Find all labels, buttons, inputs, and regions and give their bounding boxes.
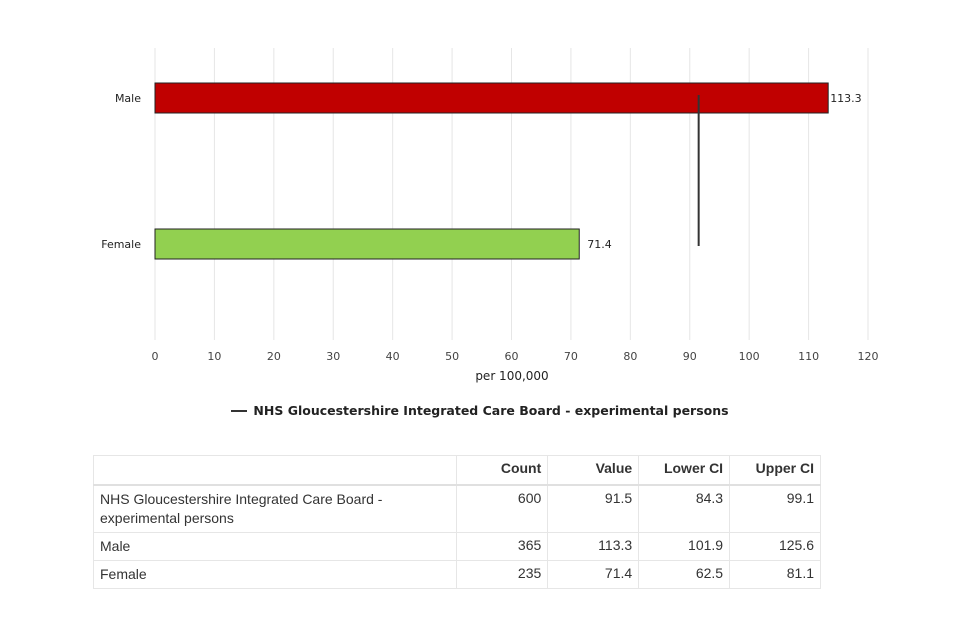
x-tick-label: 60 [505,350,519,363]
bar-male[interactable] [154,82,829,114]
row-upper-ci: 99.1 [729,484,821,533]
x-tick-label: 10 [207,350,221,363]
row-upper-ci: 81.1 [729,560,821,589]
x-tick-label: 80 [623,350,637,363]
row-count: 600 [456,484,549,533]
row-count: 235 [456,560,549,589]
x-tick-label: 100 [739,350,760,363]
bars: 113.3 71.4 [154,82,862,260]
x-tick-label: 70 [564,350,578,363]
row-name: Male [92,532,458,561]
row-lower-ci: 101.9 [638,532,731,561]
x-tick-label: 40 [386,350,400,363]
row-value: 113.3 [547,532,640,561]
row-value: 91.5 [547,484,640,533]
row-lower-ci: 62.5 [638,560,731,589]
x-tick-label: 30 [326,350,340,363]
data-label: 71.4 [587,238,612,251]
x-tick-label: 50 [445,350,459,363]
x-tick-label: 90 [683,350,697,363]
row-count: 365 [456,532,549,561]
row-lower-ci: 84.3 [638,484,731,533]
header-area [92,455,458,486]
x-axis-label: per 100,000 [475,369,548,383]
x-tick-label: 120 [858,350,879,363]
legend-label: NHS Gloucestershire Integrated Care Boar… [253,403,729,418]
legend[interactable]: NHS Gloucestershire Integrated Care Boar… [0,403,960,418]
x-tick-label: 110 [798,350,819,363]
category-labels: Male Female [101,92,141,251]
x-tick-label: 0 [152,350,159,363]
table-header-row: Count Value Lower CI Upper CI [92,455,821,486]
row-value: 71.4 [547,560,640,589]
category-label: Female [101,238,141,251]
table-row: NHS Gloucestershire Integrated Care Boar… [92,484,821,533]
row-upper-ci: 125.6 [729,532,821,561]
bar-female[interactable] [154,228,580,260]
legend-line-swatch [231,409,248,412]
x-tick-labels: 0 10 20 30 40 50 60 70 80 90 100 110 120 [152,350,879,363]
row-name: Female [92,560,458,589]
bar-chart: 113.3 71.4 Male Female 0 10 20 30 40 50 60 70 80 90… [101,48,879,383]
x-tick-label: 20 [267,350,281,363]
header-value: Value [547,455,640,486]
data-label: 113.3 [830,92,862,105]
category-label: Male [115,92,141,105]
table-row: Male 365 113.3 101.9 125.6 [92,532,821,561]
table-row: Female 235 71.4 62.5 81.1 [92,560,821,589]
header-upper-ci: Upper CI [729,455,821,486]
row-name: NHS Gloucestershire Integrated Care Boar… [92,484,458,533]
data-table: Count Value Lower CI Upper CI NHS Glouce… [92,455,821,589]
header-count: Count [456,455,549,486]
header-lower-ci: Lower CI [638,455,731,486]
